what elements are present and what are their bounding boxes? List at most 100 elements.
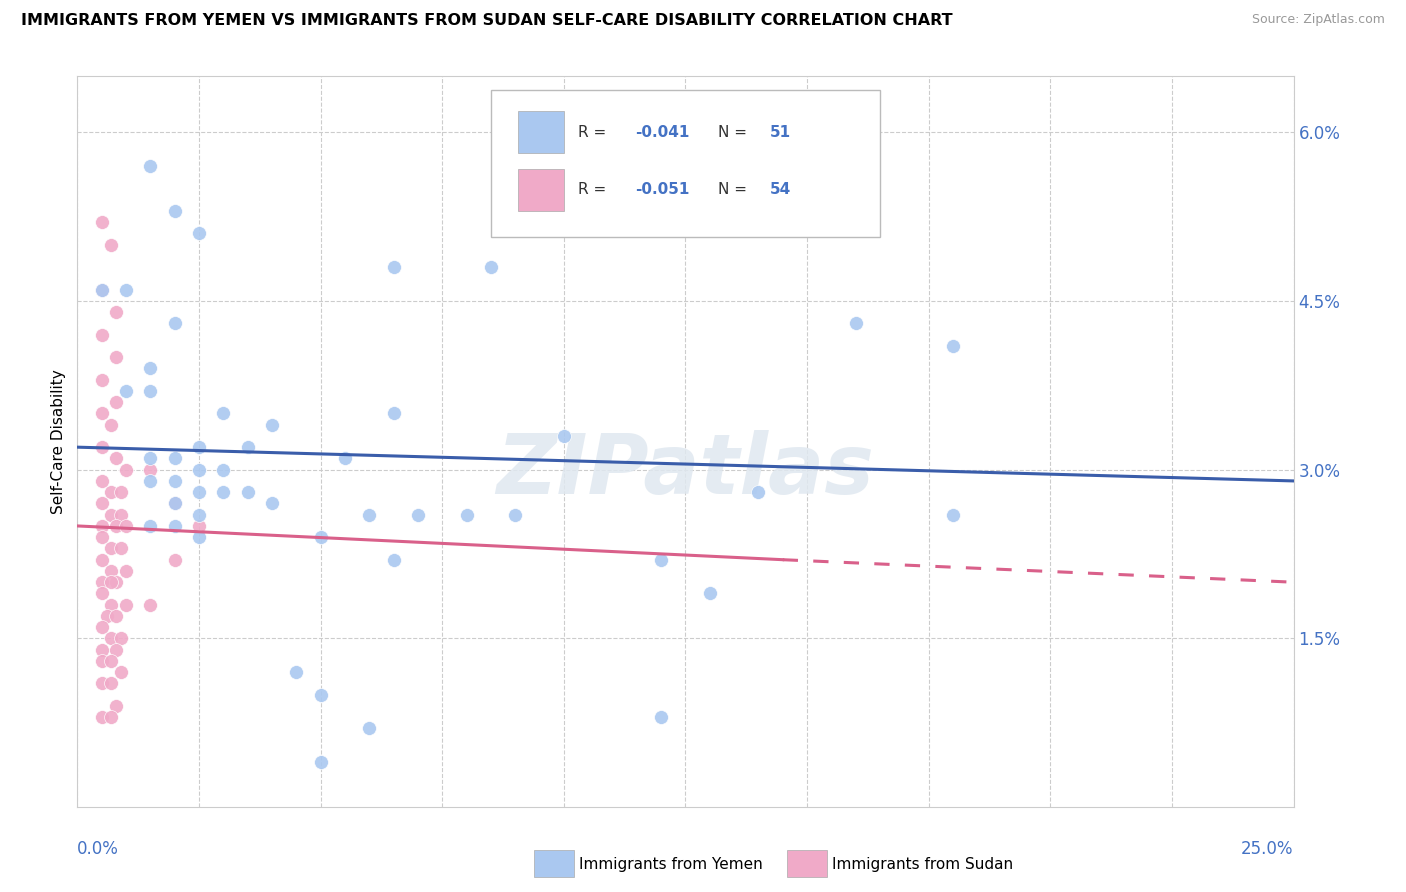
Text: Immigrants from Yemen: Immigrants from Yemen: [579, 857, 763, 871]
Point: [90, 373, 112, 387]
Point: [115, 564, 138, 578]
Point: [100, 508, 122, 522]
Point: [139, 474, 162, 488]
Point: [942, 508, 965, 522]
Point: [139, 463, 162, 477]
FancyBboxPatch shape: [517, 169, 564, 211]
Point: [188, 519, 211, 533]
Point: [650, 552, 672, 566]
Point: [105, 642, 128, 657]
Text: 51: 51: [769, 125, 790, 140]
Point: [188, 463, 211, 477]
Point: [139, 159, 162, 173]
Point: [90, 283, 112, 297]
Point: [553, 429, 575, 443]
FancyBboxPatch shape: [517, 111, 564, 153]
Text: R =: R =: [578, 182, 612, 197]
Point: [100, 632, 122, 646]
Point: [212, 463, 235, 477]
Point: [105, 451, 128, 466]
Y-axis label: Self-Care Disability: Self-Care Disability: [51, 369, 66, 514]
Point: [382, 406, 405, 420]
Point: [96, 609, 118, 624]
Point: [406, 508, 429, 522]
Point: [90, 710, 112, 724]
Point: [456, 508, 478, 522]
Point: [90, 519, 112, 533]
Point: [115, 598, 138, 612]
Text: -0.051: -0.051: [636, 182, 690, 197]
Point: [163, 451, 186, 466]
Point: [100, 564, 122, 578]
Text: ZIPatlas: ZIPatlas: [496, 430, 875, 511]
Point: [382, 552, 405, 566]
Point: [100, 654, 122, 668]
Point: [100, 710, 122, 724]
Text: 25.0%: 25.0%: [1241, 840, 1294, 858]
Point: [90, 496, 112, 510]
Text: N =: N =: [718, 125, 752, 140]
Point: [110, 485, 132, 500]
Point: [90, 620, 112, 634]
Point: [90, 676, 112, 690]
Point: [699, 586, 721, 600]
Point: [260, 496, 283, 510]
Point: [100, 575, 122, 590]
Point: [100, 237, 122, 252]
Point: [100, 417, 122, 432]
Point: [188, 508, 211, 522]
Point: [90, 283, 112, 297]
Point: [212, 406, 235, 420]
Text: IMMIGRANTS FROM YEMEN VS IMMIGRANTS FROM SUDAN SELF-CARE DISABILITY CORRELATION : IMMIGRANTS FROM YEMEN VS IMMIGRANTS FROM…: [21, 13, 953, 29]
Point: [115, 463, 138, 477]
Point: [90, 327, 112, 342]
FancyBboxPatch shape: [491, 90, 880, 236]
Point: [90, 474, 112, 488]
Point: [90, 530, 112, 544]
Point: [212, 485, 235, 500]
Text: N =: N =: [718, 182, 752, 197]
Text: 0.0%: 0.0%: [77, 840, 120, 858]
Point: [139, 451, 162, 466]
Point: [100, 541, 122, 556]
Point: [90, 586, 112, 600]
Point: [359, 508, 381, 522]
Point: [260, 417, 283, 432]
Point: [163, 203, 186, 218]
Point: [503, 508, 526, 522]
Point: [110, 541, 132, 556]
Point: [309, 688, 332, 702]
Point: [90, 215, 112, 229]
Point: [188, 485, 211, 500]
Point: [90, 552, 112, 566]
Text: 54: 54: [769, 182, 790, 197]
Point: [105, 609, 128, 624]
Point: [139, 384, 162, 398]
Point: [90, 654, 112, 668]
Point: [100, 676, 122, 690]
Point: [105, 519, 128, 533]
Text: R =: R =: [578, 125, 612, 140]
Point: [163, 317, 186, 331]
Point: [942, 339, 965, 353]
Point: [105, 395, 128, 409]
Point: [115, 283, 138, 297]
Point: [139, 361, 162, 376]
Point: [359, 722, 381, 736]
Point: [110, 632, 132, 646]
Point: [236, 485, 259, 500]
Text: -0.041: -0.041: [636, 125, 690, 140]
Point: [105, 305, 128, 319]
Point: [163, 496, 186, 510]
Point: [236, 440, 259, 454]
Point: [139, 519, 162, 533]
Point: [163, 519, 186, 533]
Point: [333, 451, 356, 466]
Point: [110, 665, 132, 680]
Point: [747, 485, 769, 500]
Point: [139, 598, 162, 612]
Point: [90, 642, 112, 657]
Point: [382, 260, 405, 274]
Point: [188, 440, 211, 454]
Point: [105, 698, 128, 713]
